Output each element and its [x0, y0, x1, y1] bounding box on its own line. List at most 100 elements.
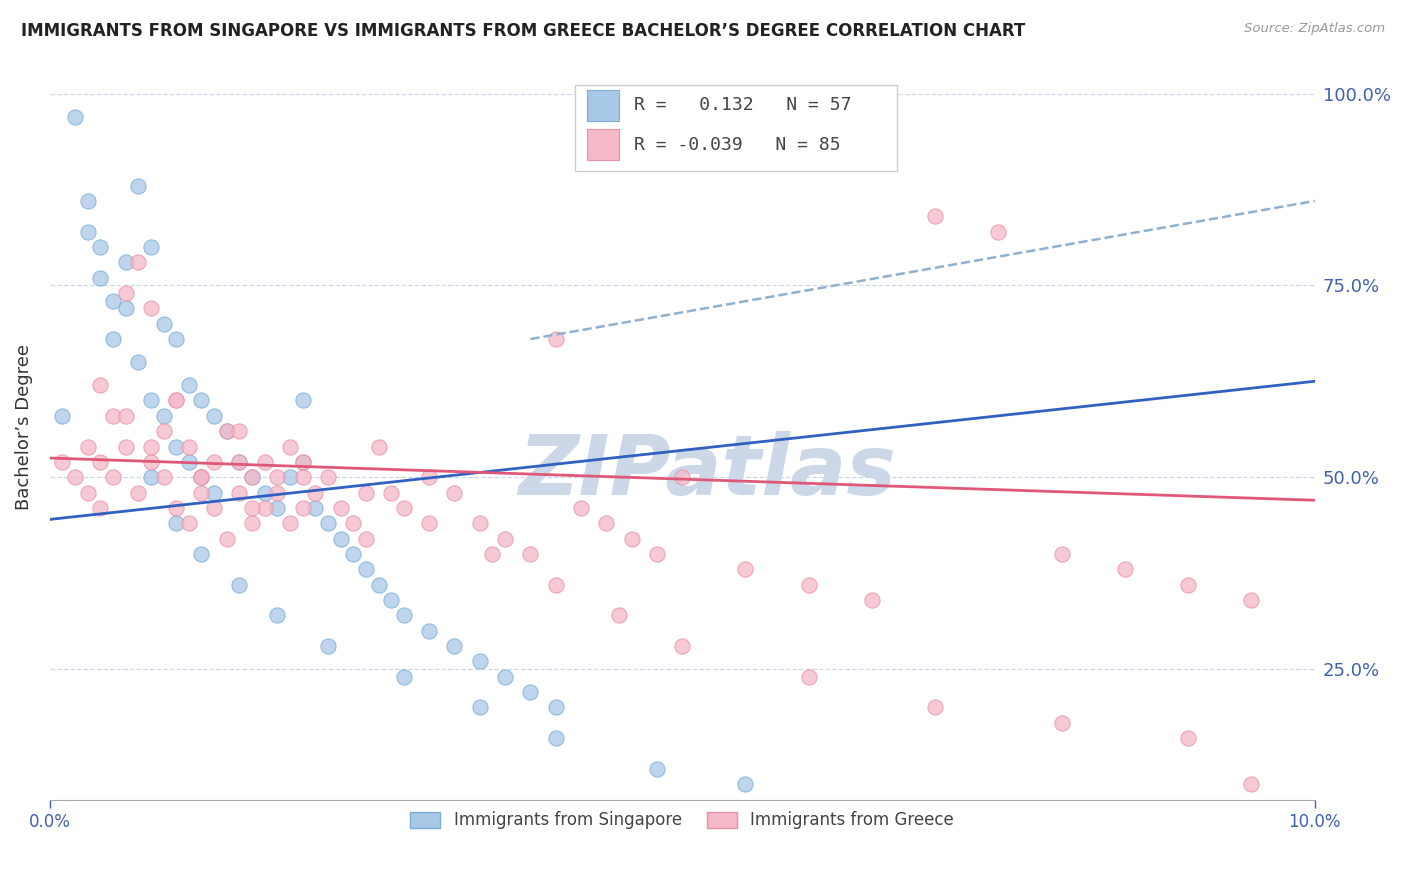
Point — [392, 608, 415, 623]
Point — [228, 424, 250, 438]
Point — [380, 485, 402, 500]
Point — [165, 393, 187, 408]
Point — [253, 455, 276, 469]
Point — [481, 547, 503, 561]
Point — [316, 639, 339, 653]
Point — [329, 532, 352, 546]
Point — [278, 440, 301, 454]
Point — [215, 424, 238, 438]
Point — [165, 500, 187, 515]
Point — [418, 516, 440, 531]
Point — [468, 700, 491, 714]
Point — [291, 455, 314, 469]
Point — [1240, 593, 1263, 607]
Point — [266, 500, 288, 515]
Point — [89, 240, 111, 254]
Point — [190, 485, 212, 500]
Point — [139, 455, 162, 469]
Point — [569, 500, 592, 515]
Point — [76, 485, 98, 500]
Y-axis label: Bachelor’s Degree: Bachelor’s Degree — [15, 344, 32, 510]
Point — [139, 440, 162, 454]
Text: R =   0.132   N = 57: R = 0.132 N = 57 — [634, 96, 852, 114]
Point — [89, 455, 111, 469]
Point — [127, 485, 149, 500]
Point — [202, 409, 225, 423]
Point — [127, 178, 149, 193]
Point — [734, 777, 756, 791]
Point — [228, 455, 250, 469]
Point — [291, 470, 314, 484]
Point — [177, 440, 200, 454]
Point — [734, 562, 756, 576]
Point — [101, 293, 124, 308]
Point — [101, 470, 124, 484]
Point — [291, 500, 314, 515]
Point — [114, 255, 136, 269]
Point — [519, 547, 541, 561]
Point — [494, 532, 516, 546]
Point — [266, 608, 288, 623]
Point — [215, 424, 238, 438]
Point — [139, 301, 162, 316]
Text: Source: ZipAtlas.com: Source: ZipAtlas.com — [1244, 22, 1385, 36]
Point — [354, 532, 377, 546]
Point — [342, 516, 364, 531]
Point — [468, 654, 491, 668]
Legend: Immigrants from Singapore, Immigrants from Greece: Immigrants from Singapore, Immigrants fr… — [404, 805, 960, 836]
Point — [202, 500, 225, 515]
Point — [645, 762, 668, 776]
Point — [190, 547, 212, 561]
Point — [215, 532, 238, 546]
Point — [304, 500, 326, 515]
Point — [418, 470, 440, 484]
Point — [380, 593, 402, 607]
Point — [101, 332, 124, 346]
Point — [544, 332, 567, 346]
Point — [797, 670, 820, 684]
Point — [1050, 715, 1073, 730]
Point — [240, 470, 263, 484]
Point — [544, 577, 567, 591]
Point — [76, 225, 98, 239]
Point — [354, 562, 377, 576]
Point — [1177, 577, 1199, 591]
Point — [114, 286, 136, 301]
Point — [266, 470, 288, 484]
Point — [63, 470, 86, 484]
Point — [114, 440, 136, 454]
Point — [316, 470, 339, 484]
Point — [152, 409, 174, 423]
Point — [987, 225, 1010, 239]
Point — [797, 577, 820, 591]
Point — [291, 393, 314, 408]
Point — [329, 500, 352, 515]
Point — [253, 485, 276, 500]
FancyBboxPatch shape — [588, 89, 619, 121]
Point — [443, 485, 465, 500]
Point — [1177, 731, 1199, 746]
Point — [1240, 777, 1263, 791]
Point — [519, 685, 541, 699]
Point — [202, 455, 225, 469]
Point — [304, 485, 326, 500]
Point — [152, 317, 174, 331]
Point — [367, 440, 389, 454]
Text: IMMIGRANTS FROM SINGAPORE VS IMMIGRANTS FROM GREECE BACHELOR’S DEGREE CORRELATIO: IMMIGRANTS FROM SINGAPORE VS IMMIGRANTS … — [21, 22, 1025, 40]
Point — [165, 440, 187, 454]
Point — [114, 409, 136, 423]
Point — [190, 470, 212, 484]
Point — [152, 424, 174, 438]
Point — [139, 393, 162, 408]
Point — [76, 440, 98, 454]
Point — [101, 409, 124, 423]
Point — [1050, 547, 1073, 561]
Point — [177, 455, 200, 469]
Point — [177, 516, 200, 531]
Point — [152, 470, 174, 484]
Point — [114, 301, 136, 316]
Point — [228, 455, 250, 469]
Text: ZIPatlas: ZIPatlas — [519, 432, 897, 513]
Point — [139, 240, 162, 254]
Point — [202, 485, 225, 500]
